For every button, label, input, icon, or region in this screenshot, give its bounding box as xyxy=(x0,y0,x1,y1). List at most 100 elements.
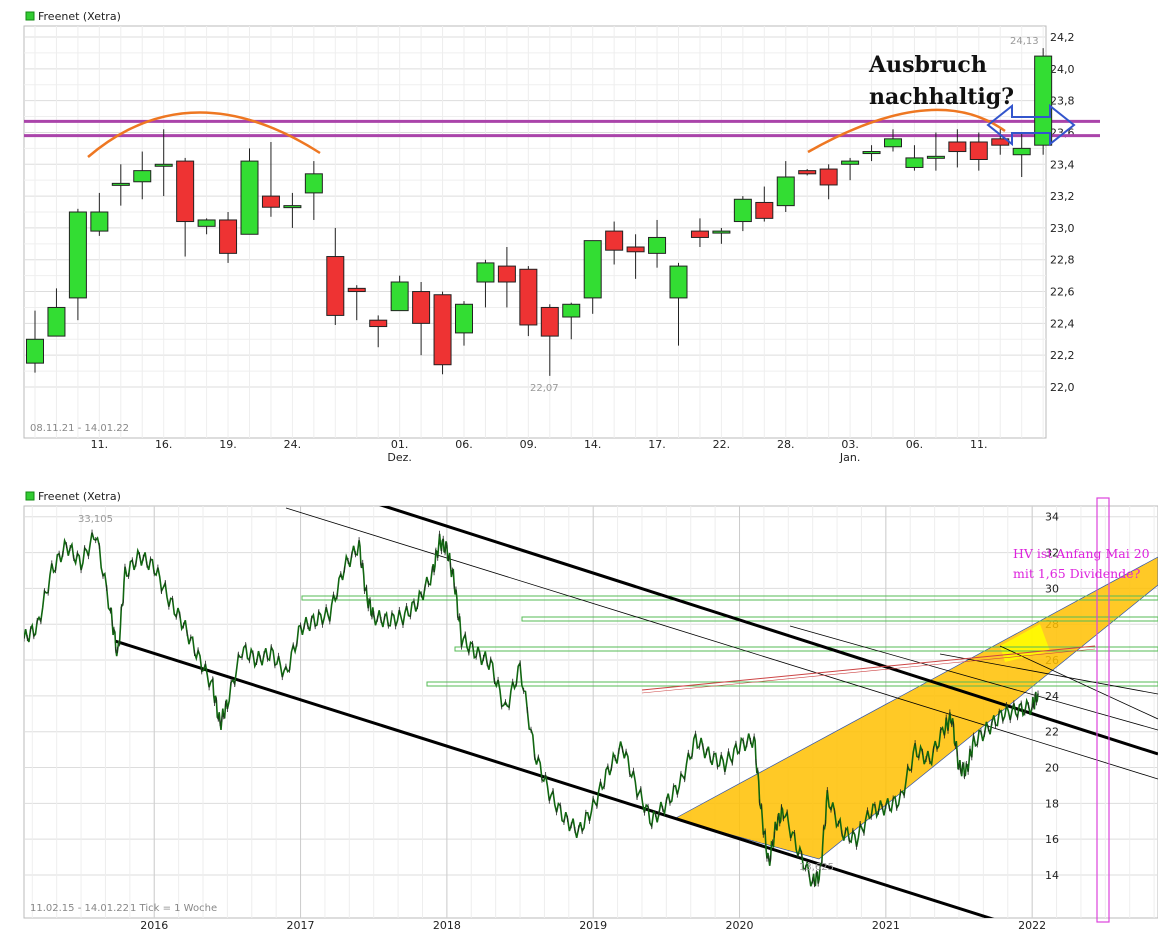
candle xyxy=(476,259,495,308)
hv-annotation-line2: mit 1,65 Dividende? xyxy=(1013,566,1141,581)
daily-x-tick-label: 19. xyxy=(219,438,237,451)
candle-body xyxy=(197,219,216,227)
daily-x-tick-label: 11. xyxy=(91,438,109,451)
weekly-chart-canvas: 1416182022242628303234 20162017201820192… xyxy=(23,490,1158,932)
candle-body xyxy=(240,160,259,235)
candle-body xyxy=(347,287,366,293)
candle-body xyxy=(540,306,559,337)
trend-red-line xyxy=(641,645,1096,691)
weekly-y-tick-label: 20 xyxy=(1045,762,1059,775)
candle xyxy=(540,304,559,376)
candle xyxy=(690,218,709,247)
candle xyxy=(884,129,902,152)
daily-x-axis: 11. 16. 19. 24. 01.Dez. 06. 09. 14. 17. 22. 28. 03.… xyxy=(91,438,988,464)
weekly-x-tick-label: 2020 xyxy=(726,919,754,932)
candle xyxy=(905,145,924,171)
candle-body xyxy=(648,236,667,254)
candle xyxy=(926,132,945,171)
daily-x-tick-label: 06. xyxy=(906,438,924,451)
candle xyxy=(969,132,988,171)
candle-body xyxy=(433,294,452,366)
candle xyxy=(519,266,538,337)
candle-body xyxy=(841,160,860,165)
weekly-y-tick-label: 30 xyxy=(1045,582,1059,595)
candle-body xyxy=(47,306,66,337)
daily-x-tick-label: 17. xyxy=(648,438,666,451)
weekly-y-tick-label: 16 xyxy=(1045,833,1059,846)
trend-red-line-2 xyxy=(641,648,1096,694)
candle xyxy=(562,302,581,340)
weekly-legend-label: Freenet (Xetra) xyxy=(38,490,121,503)
weekly-x-tick-label: 2018 xyxy=(433,919,461,932)
candle xyxy=(111,164,130,206)
weekly-y-tick-label: 14 xyxy=(1045,869,1059,882)
daily-y-tick-label: 22,4 xyxy=(1050,317,1075,330)
support-level-4 xyxy=(426,681,1158,687)
daily-x-tick-label: 11. xyxy=(970,438,988,451)
weekly-y-tick-label: 34 xyxy=(1045,511,1059,524)
candle xyxy=(1012,132,1031,177)
candle xyxy=(455,301,473,346)
channel-mid-thin xyxy=(285,507,1158,780)
candle xyxy=(583,240,602,314)
daily-y-tick-label: 23,2 xyxy=(1050,190,1075,203)
daily-legend-swatch xyxy=(25,11,35,21)
candle xyxy=(626,234,645,279)
weekly-grid xyxy=(24,506,1158,918)
left-arc xyxy=(87,111,321,158)
breakout-annotation-line2: nachhaltig? xyxy=(869,84,1014,110)
candle xyxy=(841,157,860,181)
candle-body xyxy=(712,230,731,234)
weekly-high-label: 33,105 xyxy=(78,514,113,525)
candle xyxy=(304,161,323,220)
right-arc xyxy=(807,108,1006,154)
daily-x-tick-label: 06. xyxy=(455,438,473,451)
daily-x-tick-label: 14. xyxy=(584,438,602,451)
candle-body xyxy=(519,268,538,326)
daily-y-tick-label: 22,6 xyxy=(1050,286,1075,299)
candle-body xyxy=(669,265,688,299)
candle-body xyxy=(733,198,752,223)
candle xyxy=(819,164,838,200)
weekly-y-tick-label: 32 xyxy=(1045,547,1059,560)
daily-plot-area xyxy=(23,25,1047,439)
daily-x-tick-label: 16. xyxy=(155,438,173,451)
daily-high-label: 24,13 xyxy=(1010,36,1039,47)
candle-body xyxy=(905,157,924,168)
weekly-x-tick-label: 2017 xyxy=(287,919,315,932)
candle xyxy=(733,196,752,232)
candle-body xyxy=(562,303,581,318)
candle xyxy=(433,291,452,375)
candle xyxy=(369,315,388,348)
daily-y-tick-label: 23,8 xyxy=(1050,95,1075,108)
candle xyxy=(712,227,731,244)
candle-body xyxy=(369,319,388,328)
candle xyxy=(133,151,152,200)
channel-upper-bold xyxy=(379,506,1158,756)
candle-body xyxy=(283,205,302,209)
breakout-annotation-line1: Ausbruch xyxy=(868,52,987,78)
daily-x-month-label: Dez. xyxy=(387,451,412,464)
hv-annotation-line1: HV ist Anfang Mai 20 xyxy=(1013,546,1150,561)
candle-body xyxy=(605,230,624,251)
candle xyxy=(154,129,173,197)
support-level-2 xyxy=(521,616,1158,622)
candle xyxy=(261,142,280,217)
candle xyxy=(326,227,345,325)
candle xyxy=(798,169,817,176)
candle-body xyxy=(111,182,130,186)
candle-body xyxy=(476,262,495,283)
candle xyxy=(648,219,667,268)
candle xyxy=(68,208,87,321)
candle xyxy=(240,148,259,235)
resistance-lines xyxy=(24,119,1100,138)
weekly-y-tick-label: 18 xyxy=(1045,797,1059,810)
weekly-x-tick-label: 2019 xyxy=(579,919,607,932)
double-top-arcs xyxy=(87,108,1006,158)
weekly-legend-swatch xyxy=(25,491,35,501)
weekly-line-chart: 1416182022242628303234 20162017201820192… xyxy=(0,486,1158,948)
candle-body xyxy=(798,170,817,175)
candle-body xyxy=(948,141,967,153)
candle-body xyxy=(412,291,431,324)
candle xyxy=(755,186,774,222)
